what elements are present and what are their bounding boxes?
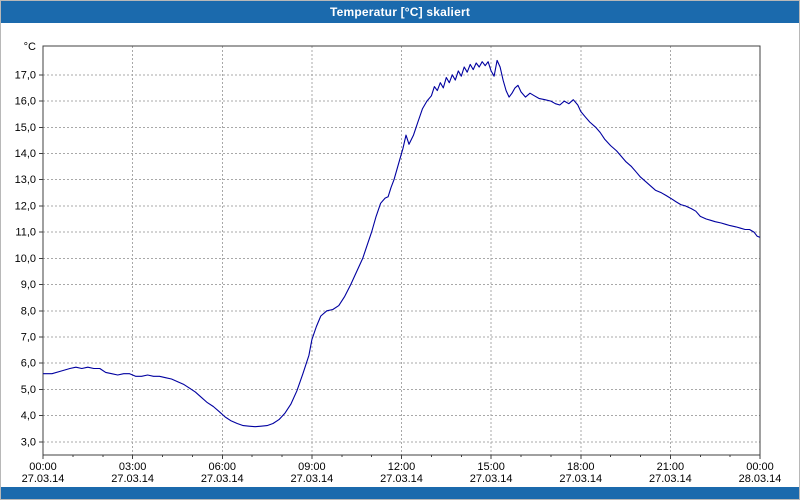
temperature-line-chart: 3,0 4,0 5,0 6,0 7,0 8,0 9,0 10,0 11,0 12,0 13,0 14,… [15,41,782,485]
x-tick-date-label: 27.03.14 [290,473,333,485]
chart-area: 3,0 4,0 5,0 6,0 7,0 8,0 9,0 10,0 11,0 12,0 13,0 14,… [1,23,799,487]
temperature-series-line [43,59,761,428]
y-tick-label: 4,0 [21,410,36,422]
x-tick-time-label: 00:00 [746,461,774,473]
x-tick-time-label: 00:00 [29,461,57,473]
x-tick-date-label: 27.03.14 [380,473,423,485]
x-tick-date-label: 27.03.14 [470,473,513,485]
y-tick-label: 12,0 [15,200,36,212]
y-tick-label: 13,0 [15,174,36,186]
y-tick-label: 8,0 [21,305,36,317]
y-tick-label: 10,0 [15,253,36,265]
y-tick-label: 16,0 [15,96,36,108]
bottom-bar [1,487,799,499]
x-tick-date-label: 27.03.14 [649,473,692,485]
y-tick-label: 7,0 [21,332,36,344]
chart-titlebar: Temperatur [°C] skaliert [1,1,799,23]
x-tick-time-label: 18:00 [567,461,595,473]
plot-frame [42,45,761,456]
x-tick-time-label: 09:00 [298,461,326,473]
y-tick-label: 9,0 [21,279,36,291]
y-tick-label: 17,0 [15,69,36,81]
x-tick-time-label: 06:00 [208,461,236,473]
y-axis-unit-label: °C [24,41,36,53]
chart-title: Temperatur [°C] skaliert [329,5,471,19]
y-tick-label: 6,0 [21,358,36,370]
x-tick-date-label: 27.03.14 [22,473,65,485]
x-tick-time-label: 15:00 [477,461,505,473]
x-tick-time-label: 12:00 [388,461,416,473]
x-tick-date-label: 27.03.14 [201,473,244,485]
x-tick-date-label: 28.03.14 [739,473,782,485]
y-tick-label: 11,0 [15,227,36,239]
x-tick-date-label: 27.03.14 [111,473,154,485]
y-tick-label: 5,0 [21,384,36,396]
x-tick-time-label: 03:00 [119,461,147,473]
y-tick-label: 3,0 [21,436,36,448]
y-tick-label: 15,0 [15,122,36,134]
y-tick-label: 14,0 [15,148,36,160]
x-tick-date-label: 27.03.14 [559,473,602,485]
x-tick-time-label: 21:00 [657,461,685,473]
